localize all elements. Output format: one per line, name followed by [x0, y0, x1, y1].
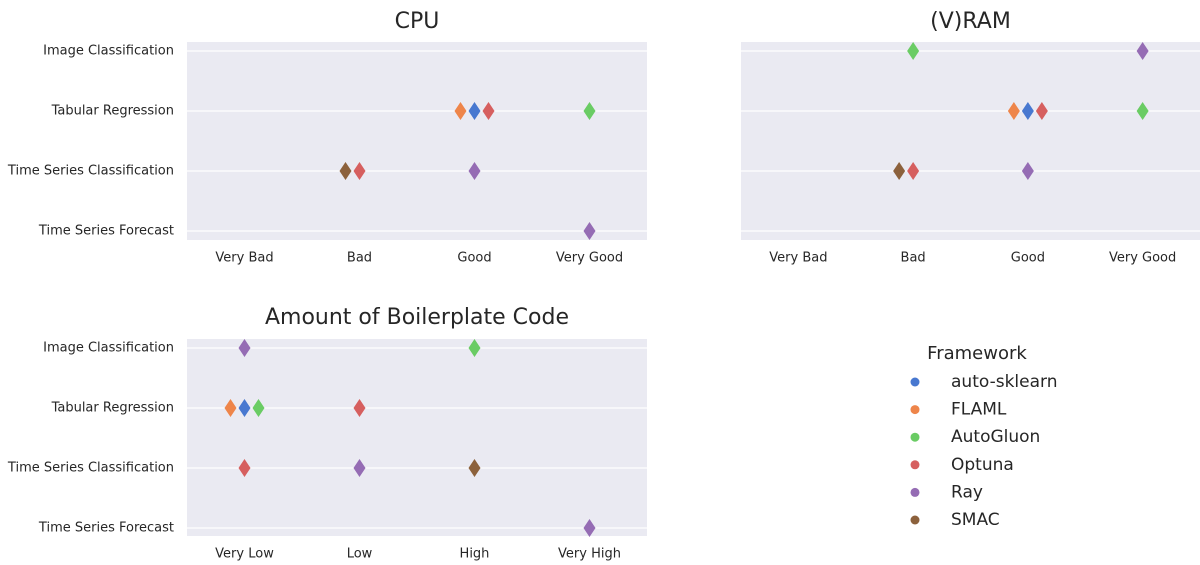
y-tick-label: Image Classification — [43, 44, 174, 59]
point — [454, 102, 467, 120]
y-tick-label: Time Series Classification — [7, 164, 174, 179]
legend-marker — [910, 405, 920, 415]
y-tick-label: Image Classification — [43, 341, 174, 356]
legend-marker — [910, 515, 920, 525]
point — [1007, 102, 1020, 120]
x-tick-label: Good — [457, 251, 491, 266]
y-tick-label: Time Series Classification — [7, 461, 174, 476]
x-tick-label: Very Good — [1109, 251, 1176, 266]
legend-label: Ray — [951, 482, 983, 502]
x-tick-label: Bad — [347, 251, 372, 266]
legend-marker — [910, 377, 920, 387]
point — [583, 102, 596, 120]
chart-title: CPU — [395, 9, 440, 34]
point — [238, 399, 251, 417]
point — [583, 519, 596, 537]
plot-area — [741, 42, 1200, 240]
plot-area — [187, 339, 647, 536]
point — [468, 339, 481, 357]
point — [353, 399, 366, 417]
y-tick-label: Time Series Forecast — [38, 521, 174, 536]
x-tick-label: Very Good — [556, 251, 623, 266]
legend-label: Optuna — [951, 455, 1014, 475]
point — [238, 339, 251, 357]
point — [224, 399, 237, 417]
point — [468, 162, 481, 180]
x-tick-label: Very High — [558, 547, 621, 562]
x-tick-label: Very Bad — [215, 251, 273, 266]
point — [252, 399, 265, 417]
point — [1136, 102, 1149, 120]
point — [339, 162, 352, 180]
legend-marker — [910, 487, 920, 497]
y-tick-label: Tabular Regression — [51, 401, 174, 416]
point — [353, 459, 366, 477]
x-tick-label: Very Bad — [769, 251, 827, 266]
point — [583, 222, 596, 240]
point — [468, 102, 481, 120]
x-tick-label: Low — [347, 547, 373, 562]
legend-label: AutoGluon — [951, 427, 1040, 447]
x-tick-label: Bad — [901, 251, 926, 266]
legend-marker — [910, 432, 920, 442]
point — [468, 459, 481, 477]
legend-label: SMAC — [951, 510, 1000, 530]
point — [907, 42, 920, 60]
x-tick-label: Very Low — [215, 547, 274, 562]
point — [1021, 102, 1034, 120]
point — [1021, 162, 1034, 180]
y-tick-label: Tabular Regression — [51, 104, 174, 119]
legend-marker — [910, 460, 920, 470]
plot-area — [187, 42, 647, 240]
point — [893, 162, 906, 180]
x-tick-label: Good — [1011, 251, 1045, 266]
x-tick-label: High — [460, 547, 490, 562]
point — [482, 102, 495, 120]
chart-title: (V)RAM — [930, 9, 1011, 34]
legend-label: auto-sklearn — [951, 372, 1057, 392]
point — [1035, 102, 1048, 120]
point — [238, 459, 251, 477]
legend-title: Framework — [927, 343, 1027, 364]
y-tick-label: Time Series Forecast — [38, 224, 174, 239]
point — [1136, 42, 1149, 60]
point — [353, 162, 366, 180]
chart-title: Amount of Boilerplate Code — [265, 305, 569, 330]
point — [907, 162, 920, 180]
legend-label: FLAML — [951, 400, 1007, 420]
